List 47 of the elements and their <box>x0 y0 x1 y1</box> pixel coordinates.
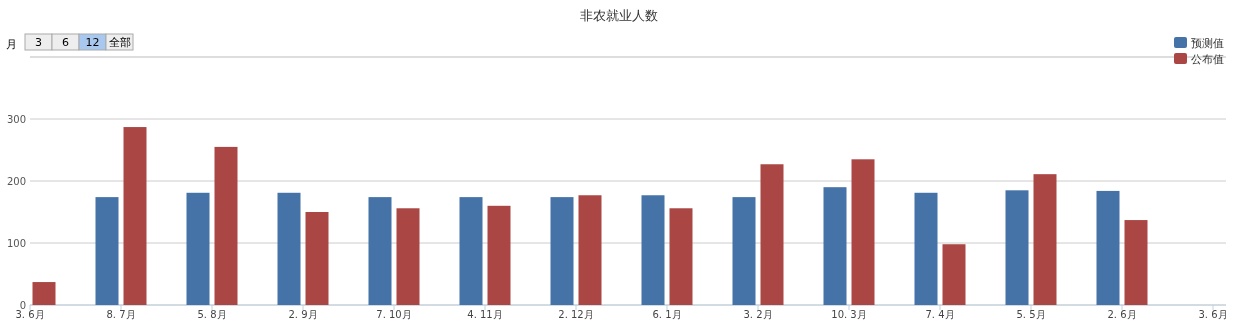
chart-title: 非农就业人数 <box>580 8 658 23</box>
bar <box>732 197 756 305</box>
bar <box>1005 190 1029 305</box>
x-tick-label: 2. 9月 <box>288 309 318 320</box>
legend-label: 预测值 <box>1191 37 1224 50</box>
bar <box>1033 174 1057 305</box>
x-tick-label: 3. 6月 <box>15 309 45 320</box>
bar <box>396 208 420 305</box>
bar <box>368 197 392 305</box>
y-tick-label: 200 <box>6 176 26 187</box>
x-tick-label: 7. 10月 <box>376 309 412 320</box>
bar <box>550 197 574 305</box>
text: 月 <box>6 38 17 51</box>
x-tick-label: 7. 4月 <box>925 309 955 320</box>
bar <box>123 127 147 305</box>
x-tick-label: 5. 5月 <box>1016 309 1046 320</box>
x-tick-label: 8. 7月 <box>106 309 136 320</box>
bar <box>669 208 693 305</box>
y-tick-label: 100 <box>6 238 26 249</box>
legend-label: 公布值 <box>1191 53 1224 66</box>
bar <box>914 192 938 305</box>
bar <box>1096 190 1120 305</box>
x-tick-label: 2. 12月 <box>558 309 594 320</box>
y-tick-label: 0 <box>19 300 26 311</box>
bar <box>578 195 602 305</box>
bar <box>1124 220 1148 305</box>
bar <box>641 195 665 305</box>
bar <box>186 192 210 305</box>
bar <box>459 197 483 305</box>
bar <box>487 205 511 305</box>
bar <box>95 197 119 305</box>
bar <box>851 159 875 305</box>
bar <box>214 146 238 305</box>
bar <box>760 164 784 305</box>
x-tick-label: 3. 6月 <box>1198 309 1228 320</box>
bar <box>32 282 56 305</box>
y-tick-label: 300 <box>6 114 26 125</box>
bar <box>942 244 966 305</box>
bar <box>277 192 301 305</box>
bar <box>823 187 847 305</box>
x-tick-label: 10. 3月 <box>831 309 867 320</box>
x-tick-label: 3. 2月 <box>743 309 773 320</box>
x-tick-label: 6. 1月 <box>652 309 682 320</box>
bar <box>305 212 329 305</box>
x-tick-label: 4. 11月 <box>467 309 503 320</box>
x-tick-label: 2. 6月 <box>1107 309 1137 320</box>
x-tick-label: 5. 8月 <box>197 309 227 320</box>
